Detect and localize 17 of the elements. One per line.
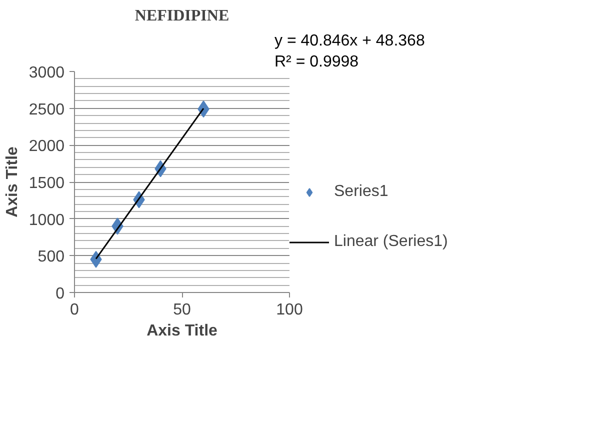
x-tick-label: 0 [70,302,80,318]
y-tick-label: 1000 [28,212,65,229]
y-tick-label: 0 [56,286,65,302]
y-tick-label: 2000 [28,138,65,156]
x-tick-label: 100 [276,302,303,318]
y-axis-title: Axis Title [4,146,21,218]
y-tick-label: 3000 [28,64,65,82]
text: y = 40.846x + 48.368 [274,32,425,50]
text: R² = 0.9998 [274,54,359,70]
x-tick-label: 50 [173,302,191,318]
chart-title: NEFIDIPINE [134,8,230,24]
legend-label: Linear (Series1) [334,233,448,251]
y-tick-label: 500 [38,248,65,266]
x-axis-title: Axis Title [146,322,218,340]
y-tick-label: 1500 [28,175,65,192]
y-tick-label: 2500 [28,101,65,118]
legend-label: Series1 [334,183,388,201]
